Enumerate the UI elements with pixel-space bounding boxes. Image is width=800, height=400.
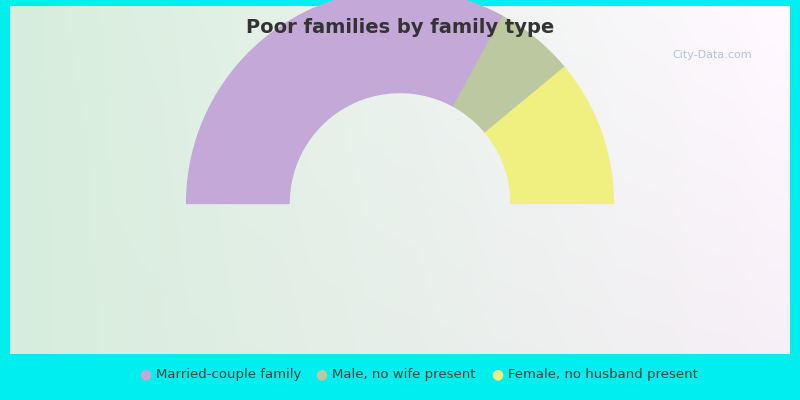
Text: Poor families by family type: Poor families by family type (246, 18, 554, 37)
Text: ●: ● (139, 368, 152, 382)
Text: City-Data.com: City-Data.com (672, 50, 752, 60)
Text: Married-couple family: Married-couple family (156, 368, 302, 381)
Polygon shape (186, 0, 502, 204)
Polygon shape (454, 16, 564, 133)
Polygon shape (486, 68, 614, 204)
Text: ●: ● (315, 368, 328, 382)
Text: Male, no wife present: Male, no wife present (332, 368, 475, 381)
Text: ●: ● (491, 368, 504, 382)
Text: Female, no husband present: Female, no husband present (508, 368, 698, 381)
